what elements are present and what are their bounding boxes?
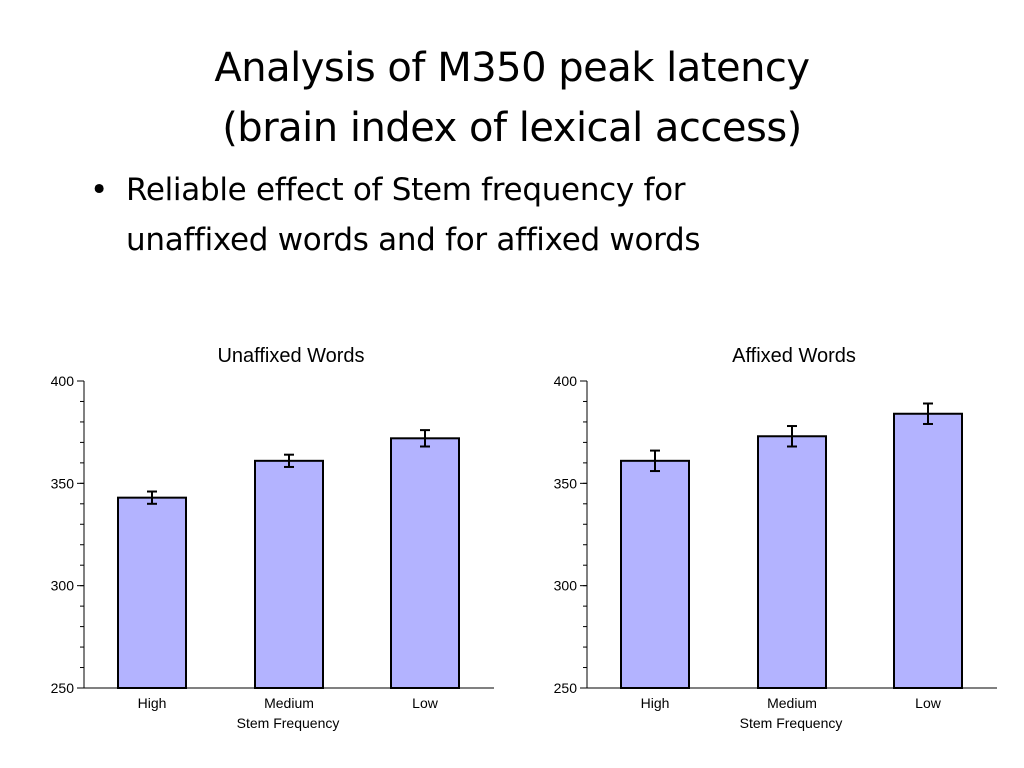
x-tick-label: High bbox=[138, 695, 167, 711]
error-bar-low bbox=[420, 429, 430, 448]
y-tick-label: 350 bbox=[554, 475, 578, 491]
bullet-list: • Reliable effect of Stem frequency for … bbox=[90, 165, 970, 265]
x-tick-label: Medium bbox=[767, 695, 817, 711]
x-axis-label: Stem Frequency bbox=[740, 715, 843, 731]
chart-title: Affixed Words bbox=[732, 345, 856, 367]
x-axis-label: Stem Frequency bbox=[237, 715, 340, 731]
chart-affixed-words: Affixed Words 250 300 350 400 High Medium Low St… bbox=[554, 345, 997, 731]
bullet-item: • Reliable effect of Stem frequency for … bbox=[90, 165, 970, 265]
x-tick-label: Low bbox=[412, 695, 439, 711]
error-bar-low bbox=[923, 402, 933, 425]
slide-title-line-1: Analysis of M350 peak latency bbox=[214, 45, 810, 91]
x-tick-label: Low bbox=[915, 695, 942, 711]
y-tick-label: 400 bbox=[51, 373, 75, 389]
y-tick-label: 300 bbox=[51, 578, 75, 594]
slide-title: Analysis of M350 peak latency (brain ind… bbox=[0, 38, 1024, 158]
bar-medium bbox=[757, 435, 827, 690]
error-bar-medium bbox=[284, 453, 294, 468]
x-tick-label: High bbox=[641, 695, 670, 711]
bar-low bbox=[390, 437, 460, 689]
bullet-text-line-1: Reliable effect of Stem frequency for bbox=[126, 172, 686, 208]
bullet-text-line-2: unaffixed words and for affixed words bbox=[126, 222, 701, 258]
bar-low bbox=[893, 412, 963, 689]
y-tick-label: 300 bbox=[554, 578, 578, 594]
y-tick-label: 250 bbox=[554, 680, 578, 696]
error-bar-high bbox=[147, 490, 157, 505]
chart-title: Unaffixed Words bbox=[217, 345, 364, 367]
chart-unaffixed-words: Unaffixed Words 250 300 350 400 High Medium Low… bbox=[51, 345, 494, 731]
bar-medium bbox=[254, 459, 324, 689]
y-tick-label: 400 bbox=[554, 373, 578, 389]
y-tick-label: 350 bbox=[51, 475, 75, 491]
bullet-marker: • bbox=[90, 172, 108, 208]
x-tick-label: Medium bbox=[264, 695, 314, 711]
error-bar-high bbox=[650, 449, 660, 473]
bar-high bbox=[117, 496, 187, 689]
bar-high bbox=[620, 459, 690, 689]
y-tick-label: 250 bbox=[51, 680, 75, 696]
error-bar-medium bbox=[787, 425, 797, 448]
slide-title-line-2: (brain index of lexical access) bbox=[222, 105, 802, 151]
